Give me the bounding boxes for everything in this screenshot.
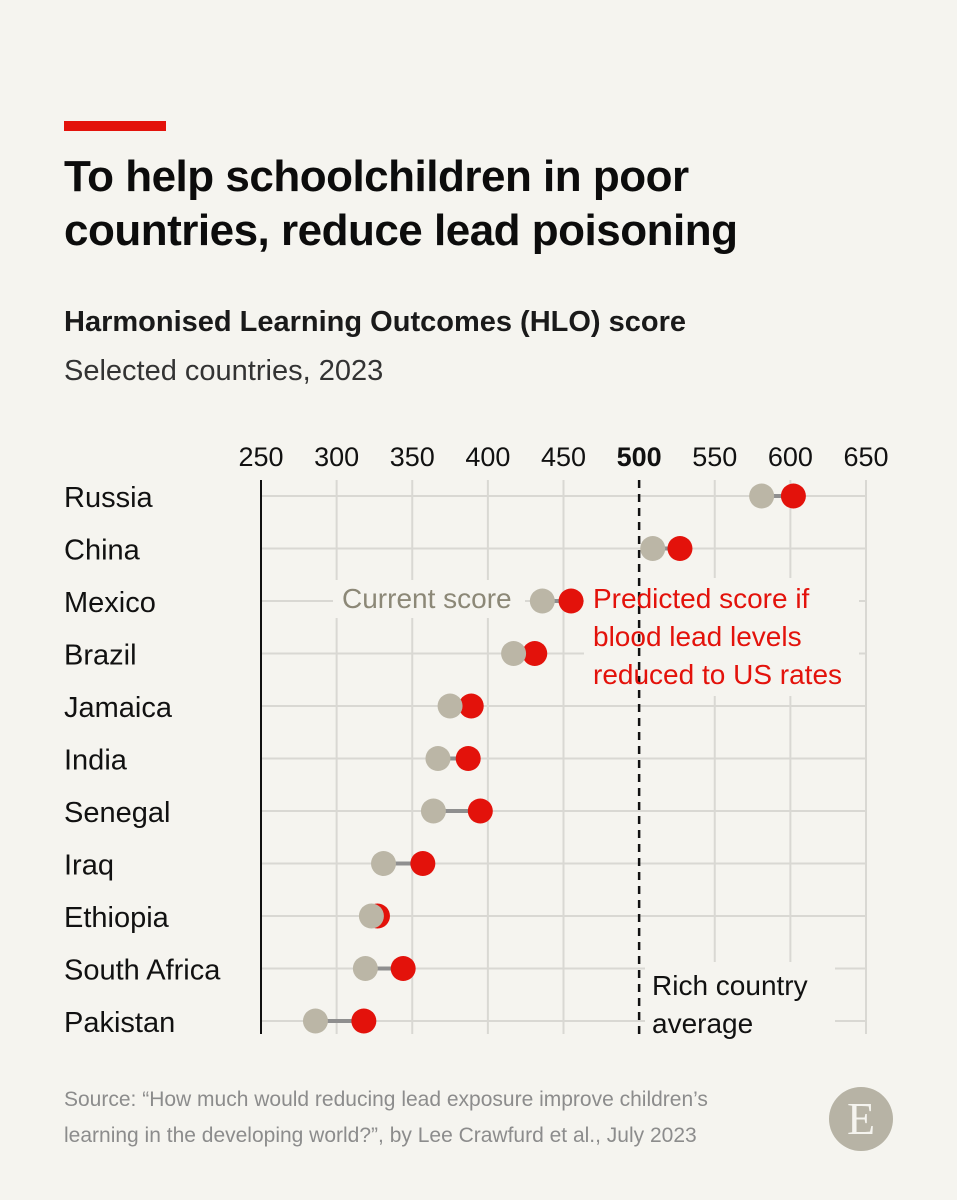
category-label-jamaica: Jamaica xyxy=(64,692,173,724)
chart-title: To help schoolchildren in poor countries… xyxy=(64,150,924,258)
current-score-label: Current score xyxy=(342,583,512,614)
predicted-score-label-line-2: blood lead levels xyxy=(593,621,802,652)
category-label-brazil: Brazil xyxy=(64,640,137,672)
predicted-dot-mexico xyxy=(558,588,584,614)
category-label-china: China xyxy=(64,535,141,567)
predicted-score-label-line-3: reduced to US rates xyxy=(593,659,842,690)
x-tick-label-450: 450 xyxy=(541,442,586,472)
predicted-dot-brazil xyxy=(522,641,548,666)
x-tick-label-400: 400 xyxy=(465,442,510,472)
current-dot-senegal xyxy=(420,798,446,824)
predicted-dot-china xyxy=(667,536,693,561)
source-note: Source: “How much would reducing lead ex… xyxy=(64,1082,804,1154)
category-label-russia: Russia xyxy=(64,482,154,514)
predicted-dot-pakistan xyxy=(351,1008,377,1034)
current-dot-russia xyxy=(749,483,775,509)
current-label-bg xyxy=(333,580,525,618)
category-label-pakistan: Pakistan xyxy=(64,1007,175,1039)
current-dot-mexico xyxy=(529,588,555,614)
x-tick-label-650: 650 xyxy=(843,442,888,472)
chart-subtitle: Harmonised Learning Outcomes (HLO) score xyxy=(64,306,687,338)
current-dot-south-africa xyxy=(352,956,378,981)
current-dot-jamaica xyxy=(437,693,463,719)
current-dot-iraq xyxy=(371,851,397,876)
chart-subsubtitle: Selected countries, 2023 xyxy=(64,355,384,387)
category-label-mexico: Mexico xyxy=(64,587,156,619)
current-dot-ethiopia xyxy=(358,903,384,929)
reference-label-bg xyxy=(645,962,835,1046)
current-dot-india xyxy=(425,746,451,771)
category-label-iraq: Iraq xyxy=(64,850,114,882)
x-tick-label-500: 500 xyxy=(617,442,662,472)
economist-logo-icon: E xyxy=(829,1087,893,1151)
predicted-dot-senegal xyxy=(467,798,493,824)
current-dot-brazil xyxy=(501,641,527,666)
current-dot-china xyxy=(640,536,666,561)
category-label-ethiopia: Ethiopia xyxy=(64,902,170,934)
source-line-2: learning in the developing world?”, by L… xyxy=(64,1124,697,1147)
source-line-1: Source: “How much would reducing lead ex… xyxy=(64,1088,708,1111)
chart-title-line-1: To help schoolchildren in poor xyxy=(64,152,689,201)
reference-line-label-line-2: average xyxy=(652,1008,753,1039)
x-tick-label-300: 300 xyxy=(314,442,359,472)
predicted-score-label-line-1: Predicted score if xyxy=(593,583,810,614)
predicted-dot-india xyxy=(455,746,481,771)
x-tick-label-350: 350 xyxy=(390,442,435,472)
predicted-dot-south-africa xyxy=(390,956,416,981)
x-tick-label-550: 550 xyxy=(692,442,737,472)
chart-title-line-2: countries, reduce lead poisoning xyxy=(64,206,738,255)
x-tick-label-250: 250 xyxy=(238,442,283,472)
predicted-dot-jamaica xyxy=(458,693,484,719)
predicted-dot-iraq xyxy=(410,851,436,876)
category-label-south-africa: South Africa xyxy=(64,955,221,987)
x-tick-label-600: 600 xyxy=(768,442,813,472)
category-label-senegal: Senegal xyxy=(64,797,170,829)
brand-red-bar xyxy=(64,121,166,131)
predicted-dot-russia xyxy=(780,483,806,509)
category-label-india: India xyxy=(64,745,128,777)
reference-line-label-line-1: Rich country xyxy=(652,970,808,1001)
dot-plot-chart: 250 300 350 400 450 500 550 600 650 Russia China Me… xyxy=(64,442,889,1046)
current-dot-pakistan xyxy=(302,1008,328,1034)
predicted-label-bg xyxy=(584,578,859,696)
